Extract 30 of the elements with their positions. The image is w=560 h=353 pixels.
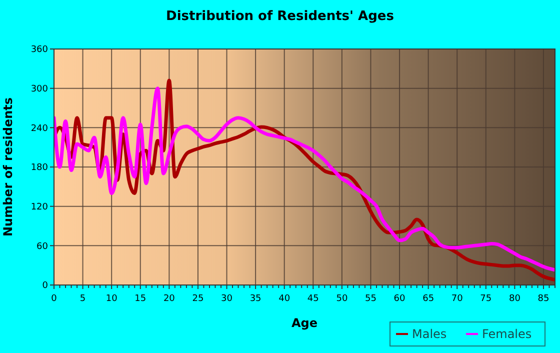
x-tick-label: 35 — [250, 294, 262, 304]
legend-label: Females — [482, 327, 532, 342]
x-tick-label: 75 — [480, 294, 492, 304]
x-tick-label: 80 — [508, 294, 521, 304]
x-tick-label: 25 — [192, 294, 204, 304]
x-tick-label: 55 — [365, 294, 376, 304]
x-tick-label: 15 — [134, 294, 146, 304]
y-tick-label: 240 — [30, 124, 48, 134]
x-tick-label: 30 — [221, 294, 233, 304]
x-tick-label: 0 — [51, 294, 58, 304]
chart-title: Distribution of Residents' Ages — [166, 9, 394, 24]
x-axis-title: Age — [291, 316, 318, 330]
x-tick-label: 85 — [538, 294, 550, 304]
x-tick-label: 65 — [422, 294, 434, 304]
y-tick-label: 60 — [36, 242, 48, 252]
x-tick-label: 40 — [278, 294, 290, 304]
legend-label: Males — [412, 327, 447, 342]
x-tick-label: 60 — [394, 294, 406, 304]
y-tick-label: 120 — [30, 202, 48, 212]
y-axis-title: Number of residents — [1, 97, 15, 237]
y-tick-label: 0 — [42, 281, 48, 292]
x-tick-label: 70 — [451, 294, 464, 304]
x-tick-label: 5 — [80, 294, 86, 304]
x-tick-label: 50 — [336, 294, 348, 304]
y-tick-label: 180 — [30, 163, 48, 174]
y-tick-label: 360 — [30, 45, 48, 56]
x-tick-label: 20 — [163, 294, 176, 304]
y-tick-label: 300 — [30, 84, 48, 94]
x-tick-label: 45 — [307, 294, 319, 304]
x-tick-label: 10 — [106, 294, 118, 304]
